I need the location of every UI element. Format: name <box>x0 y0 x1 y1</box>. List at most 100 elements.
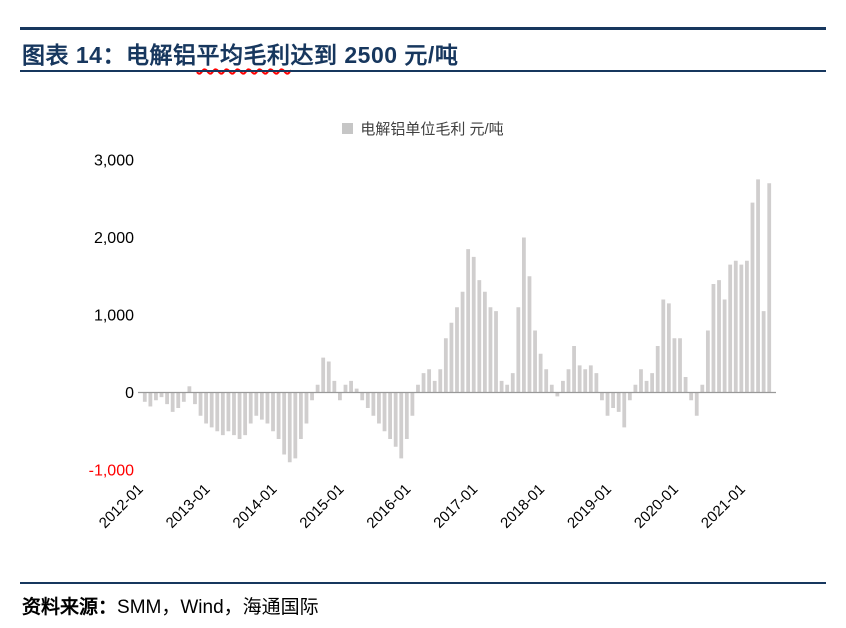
bar <box>717 280 721 393</box>
bar <box>142 392 147 402</box>
bar <box>482 291 487 393</box>
bar <box>689 392 694 401</box>
bar <box>577 365 582 393</box>
bar <box>522 237 526 393</box>
bar <box>220 392 225 436</box>
bar <box>678 338 682 393</box>
bar <box>538 353 543 393</box>
bar <box>722 299 727 393</box>
bar <box>259 392 264 420</box>
bar <box>226 392 231 432</box>
bar <box>232 392 236 436</box>
bar <box>494 311 498 393</box>
bar <box>416 384 420 393</box>
bar <box>354 388 359 393</box>
bar <box>271 392 275 432</box>
bar <box>566 369 571 393</box>
bar <box>204 392 209 424</box>
bar <box>745 260 749 393</box>
bar <box>488 307 493 393</box>
bar <box>611 392 615 408</box>
bar <box>165 392 169 405</box>
bar <box>382 392 387 432</box>
bar <box>466 249 471 393</box>
bar <box>187 386 192 393</box>
x-tick-label: 2018-01 <box>497 481 548 532</box>
x-tick-label: 2014-01 <box>230 481 281 532</box>
bar <box>666 303 671 393</box>
bar <box>694 392 699 416</box>
bar <box>471 256 476 393</box>
bar <box>767 183 772 393</box>
bar <box>750 202 755 393</box>
bar <box>371 392 376 416</box>
bar <box>148 392 153 407</box>
bar <box>644 380 649 393</box>
chart-legend: 电解铝单位毛利 元/吨 <box>0 118 846 139</box>
bar <box>427 369 432 393</box>
bar <box>321 357 326 393</box>
source-text: SMM，Wind，海通国际 <box>117 597 319 618</box>
bar <box>338 392 342 401</box>
bar <box>349 380 353 393</box>
bottom-divider-line <box>20 582 826 584</box>
bar <box>421 373 426 393</box>
bar <box>555 392 560 397</box>
x-tick-label: 2020-01 <box>631 481 682 532</box>
bar <box>544 369 549 393</box>
bar <box>605 392 610 416</box>
bar <box>516 307 521 393</box>
bar <box>332 380 337 393</box>
bar <box>700 384 705 393</box>
title-divider-line <box>20 70 826 72</box>
bar <box>505 384 510 393</box>
source-label: 资料来源： <box>22 597 118 618</box>
bar <box>622 392 627 428</box>
y-tick-label: 1,000 <box>94 308 134 325</box>
bar <box>761 311 766 393</box>
bar <box>299 392 303 439</box>
y-tick-label: 2,000 <box>94 230 134 247</box>
legend-label: 电解铝单位毛利 元/吨 <box>360 121 504 138</box>
bar <box>388 392 392 439</box>
bar <box>248 392 253 424</box>
bar <box>756 179 760 393</box>
chart-plot-area: 3,000 2,000 1,000 0 -1,000 2012-01 2013-01 2014… <box>72 140 782 550</box>
bar <box>561 380 565 393</box>
bar <box>365 392 370 408</box>
bar <box>404 392 409 439</box>
bar <box>600 392 604 401</box>
bar <box>438 369 443 393</box>
bar <box>443 338 448 393</box>
bar <box>154 392 158 401</box>
bar <box>616 392 621 412</box>
bar <box>661 299 666 393</box>
bar <box>549 384 554 393</box>
bar <box>733 260 738 393</box>
bar <box>683 377 688 393</box>
bar <box>572 346 576 393</box>
bar <box>627 392 632 401</box>
bar <box>739 264 744 393</box>
bar <box>181 392 186 402</box>
bar <box>360 392 365 401</box>
y-tick-label: 0 <box>125 385 134 402</box>
bar <box>499 380 504 393</box>
x-tick-label: 2012-01 <box>96 481 147 532</box>
bar <box>650 373 655 393</box>
bar <box>455 307 459 393</box>
bar <box>633 384 638 393</box>
chart-title-spellcheck-wavy: 平均毛利 <box>196 42 291 68</box>
bar <box>193 392 197 405</box>
bar <box>304 392 309 424</box>
y-tick-label: -1,000 <box>89 463 134 480</box>
x-tick-label: 2013-01 <box>163 481 214 532</box>
x-tick-label: 2015-01 <box>296 481 347 532</box>
bar <box>237 392 242 439</box>
x-tick-label: 2021-01 <box>698 481 749 532</box>
bar <box>449 322 454 393</box>
bar <box>588 365 593 393</box>
bar <box>533 330 537 393</box>
